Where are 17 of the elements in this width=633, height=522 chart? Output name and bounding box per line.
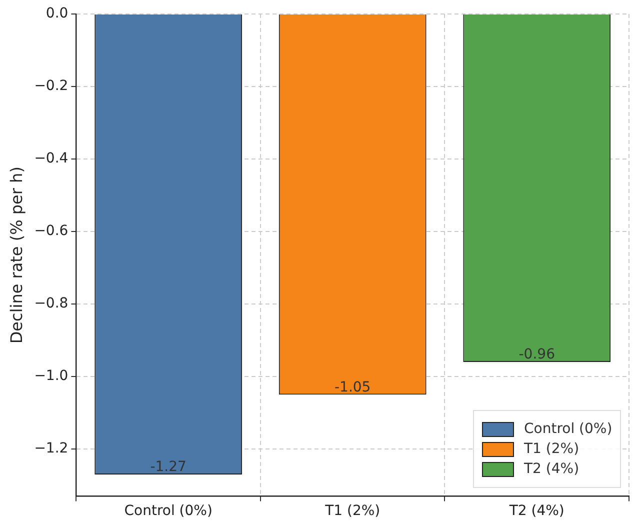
legend-label: Control (0%) <box>524 421 612 438</box>
y-tick-label: −0.2 <box>34 78 68 94</box>
y-tick-label: −0.6 <box>34 223 68 240</box>
y-tick-label: −1.0 <box>34 368 68 384</box>
data-label: -1.27 <box>150 459 186 476</box>
legend-label: T2 (4%) <box>524 461 580 478</box>
y-tick-label: −0.4 <box>34 150 68 167</box>
x-tick-label: Control (0%) <box>124 503 212 520</box>
legend-label: T1 (2%) <box>524 441 580 458</box>
y-tick-label: 0.0 <box>46 6 68 22</box>
data-label: -0.96 <box>518 346 556 363</box>
y-axis-title: Decline rate (% per h) <box>6 166 26 344</box>
y-tick-label: −1.2 <box>34 440 68 457</box>
y-tick-label: −0.8 <box>34 296 68 312</box>
x-tick-label: T2 (4%) <box>508 503 564 520</box>
data-label: -1.05 <box>334 379 371 396</box>
x-tick-label: T1 (2%) <box>324 503 380 520</box>
